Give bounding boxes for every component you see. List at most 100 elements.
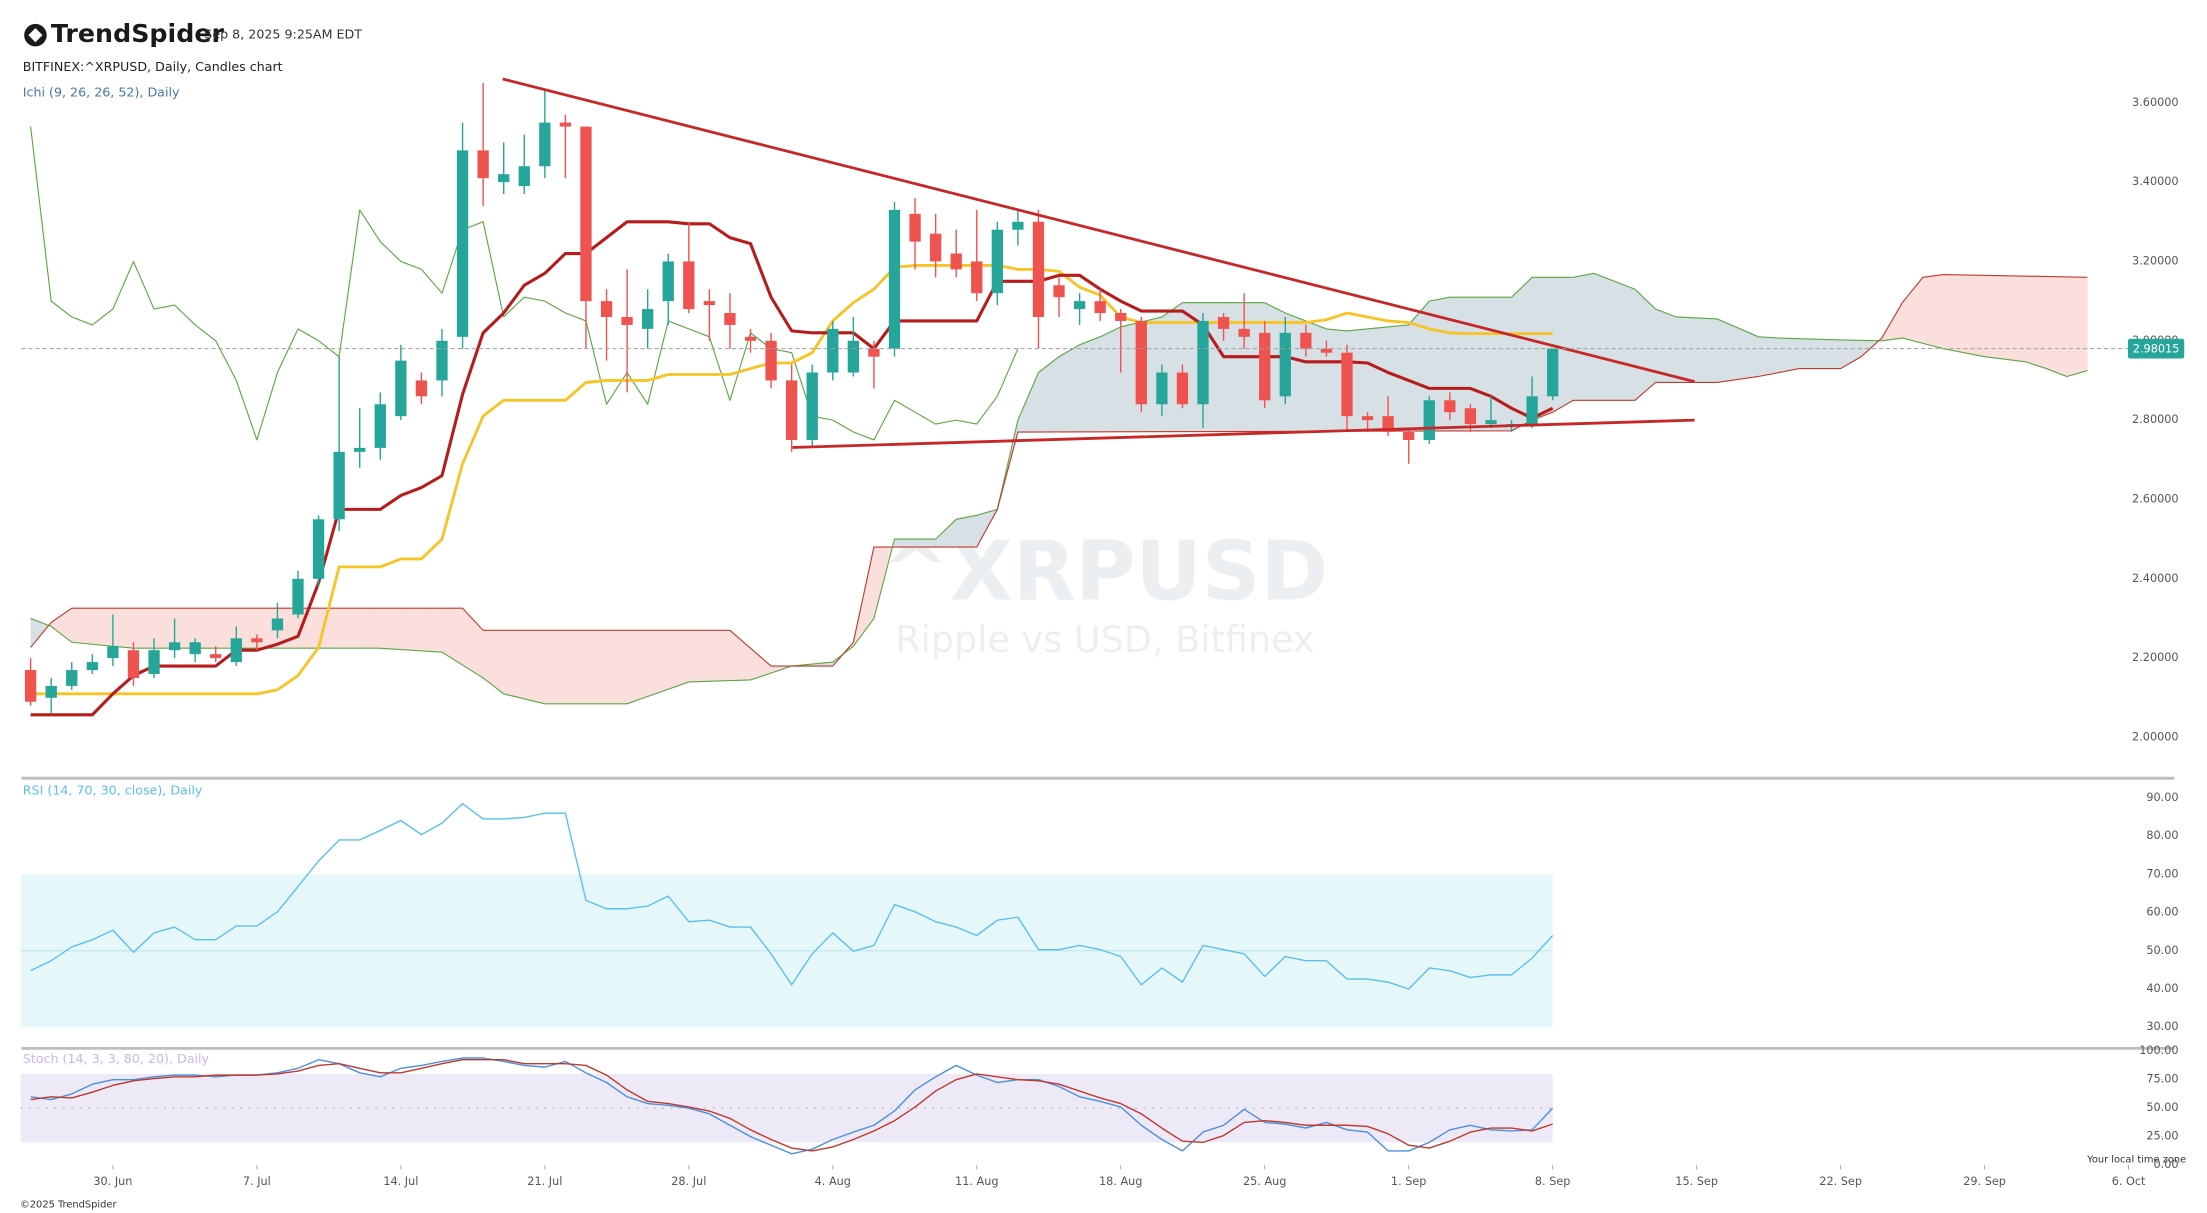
cloud-segment — [1624, 284, 1636, 401]
cloud-segment — [153, 607, 165, 649]
last-price-label: 2.98015 — [2133, 342, 2180, 355]
cloud-segment — [904, 538, 916, 548]
cloud-segment — [698, 630, 710, 682]
cloud-segment — [390, 607, 402, 650]
cloud-segment — [143, 607, 155, 649]
cloud-segment — [2056, 276, 2068, 377]
candle-body — [1444, 400, 1456, 413]
cloud-segment — [1747, 332, 1759, 379]
indicator-legend: Ichi (9, 26, 26, 52), Daily — [23, 84, 180, 99]
cloud-segment — [1501, 296, 1512, 432]
cloud-segment — [657, 630, 669, 694]
candle-body — [66, 670, 78, 686]
cloud-segment — [194, 607, 206, 649]
x-tick-label: 4. Aug — [815, 1175, 851, 1188]
cloud-segment — [678, 630, 690, 686]
cloud-segment — [719, 630, 731, 682]
candle-body — [703, 301, 716, 306]
candle-body — [642, 309, 654, 329]
candle-body — [189, 642, 201, 655]
cloud-segment — [400, 607, 412, 651]
logo-icon-inner — [28, 28, 43, 43]
cloud-segment — [534, 630, 546, 705]
cloud-segment — [205, 607, 216, 649]
panel: 30.00 40.00 50.00 60.00 70.00 80.00 90.00 — [20, 791, 2179, 1033]
cloud-segment — [328, 607, 340, 649]
cloud-segment — [1932, 274, 1944, 349]
cloud-segment — [966, 515, 977, 548]
cloud-segment — [1706, 318, 1718, 383]
y-tick-label: 60.00 — [2146, 906, 2178, 919]
cloud-segment — [1058, 350, 1070, 433]
cloud-segment — [1717, 318, 1728, 383]
candle-body — [86, 662, 98, 671]
cloud-segment — [626, 630, 638, 705]
cloud-segment — [2004, 275, 2016, 361]
cloud-segment — [441, 607, 453, 660]
chart-title: BITFINEX:^XRPUSD, Daily, Candles chart — [23, 59, 283, 74]
cloud-segment — [174, 607, 186, 649]
candle-body — [148, 650, 160, 674]
cloud-segment — [2046, 276, 2057, 373]
cloud-segment — [92, 607, 103, 646]
cloud-segment — [1069, 344, 1080, 433]
cloud-segment — [1387, 325, 1399, 432]
candle-body — [1382, 416, 1394, 433]
y-tick-label: 3.20000 — [2132, 254, 2179, 267]
cloud-segment — [554, 630, 566, 704]
cloud-segment — [647, 630, 659, 697]
cloud-segment — [1408, 312, 1420, 432]
cloud-segment — [71, 607, 83, 644]
cloud-segment — [215, 607, 227, 649]
cloud-segment — [1737, 327, 1749, 380]
x-tick-label: 1. Sep — [1391, 1175, 1427, 1188]
cloud-segment — [1922, 275, 1934, 347]
cloud-segment — [1686, 317, 1697, 383]
candle-body — [1526, 396, 1538, 425]
brand: TrendSpider — [51, 18, 225, 48]
indicator-line — [30, 1059, 1553, 1152]
cloud-segment — [1758, 336, 1769, 377]
cloud-segment — [596, 630, 607, 704]
cloud-segment — [1830, 339, 1841, 369]
cloud-segment — [369, 607, 381, 649]
cloud-segment — [184, 607, 196, 649]
candle-body — [292, 578, 304, 615]
y-tick-label: 3.60000 — [2132, 96, 2179, 109]
y-tick-label: 80.00 — [2146, 829, 2178, 842]
trendline — [502, 77, 1695, 384]
candle-body — [662, 261, 674, 302]
y-tick-label: 3.40000 — [2132, 175, 2179, 188]
y-tick-label: 100.00 — [2139, 1044, 2178, 1057]
cloud-segment — [1593, 273, 1605, 401]
x-tick-label: 6. Oct — [2112, 1175, 2146, 1188]
candle-body — [1423, 400, 1435, 440]
candle-body — [1547, 348, 1559, 397]
cloud-segment — [1634, 288, 1646, 401]
timestamp: Sep 8, 2025 9:25AM EDT — [204, 27, 362, 42]
x-tick-label: 21. Jul — [527, 1175, 562, 1188]
cloud-segment — [1161, 309, 1173, 432]
watermark-subtitle: Ripple vs USD, Bitfinex — [895, 618, 1314, 661]
candle-body — [374, 404, 386, 448]
cloud-segment — [1819, 339, 1831, 369]
cloud-segment — [513, 630, 525, 700]
cloud-segment — [1367, 327, 1379, 432]
candle-body — [415, 380, 428, 397]
cloud-segment — [482, 630, 494, 687]
cloud-segment — [359, 607, 371, 649]
cloud-segment — [1994, 275, 2006, 360]
cloud-segment — [688, 630, 700, 683]
cloud-segment — [493, 630, 504, 695]
cloud-segment — [1727, 323, 1738, 382]
cloud-segment — [1038, 364, 1049, 433]
candle-body — [1464, 408, 1477, 425]
cloud-segment — [431, 607, 443, 653]
cloud-segment — [1665, 312, 1677, 383]
cloud-segment — [585, 630, 597, 704]
cloud-segment — [1974, 274, 1985, 357]
cloud-segment — [1645, 298, 1656, 392]
cloud-segment — [1788, 338, 1800, 371]
cloud-segment — [1963, 274, 1975, 355]
